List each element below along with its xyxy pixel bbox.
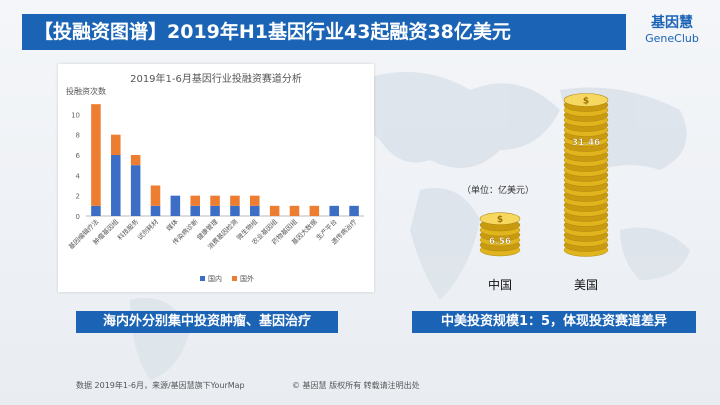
chart-title: 2019年1-6月基因行业投融资赛道分析 [130,72,302,85]
y-tick-label-1: 2 [76,193,80,201]
bar-foreign-6 [210,195,220,206]
legend-swatch-1 [232,276,237,281]
bar-foreign-1 [111,134,121,155]
bar-foreign-8 [250,195,260,206]
x-tick-label-4: 媒体 [164,217,180,233]
x-tick-label-3: 试剂耗材 [135,217,160,242]
investment-scale-coins: $6.56$31.46 [479,93,609,257]
bar-domestic-6 [210,205,220,216]
legend-label-1: 国外 [240,274,254,283]
bar-foreign-3 [150,185,161,206]
bar-domestic-12 [329,205,339,216]
geneclub-logo: 基因慧 GeneClub [636,14,708,50]
coin-stack-1: $31.46 [563,93,609,257]
bar-domestic-13 [349,205,359,216]
coin-dollar-icon-1: $ [583,97,589,107]
y-tick-label-4: 8 [76,132,80,140]
country-label-china: 中国 [487,278,512,292]
title-bar [22,14,626,50]
caption-left: 海内外分别集中投资肿瘤、基因治疗 [76,311,338,333]
coin-value-label-1: 31.46 [572,138,600,148]
track-analysis-bar-chart: 2019年1-6月基因行业投融资赛道分析投融资次数0246810基因编辑疗法肿瘤… [66,72,364,283]
legend-swatch-0 [200,276,205,281]
y-tick-label-3: 6 [76,152,81,160]
bar-domestic-0 [91,205,101,216]
bar-domestic-5 [190,205,200,216]
logo-cn: 基因慧 [651,15,693,31]
bar-domestic-7 [230,205,240,216]
y-tick-label-2: 4 [76,172,81,180]
coin-stack-0: $6.56 [479,212,521,257]
bar-foreign-10 [289,205,300,216]
y-tick-label-0: 0 [76,213,80,221]
country-label-usa: 美国 [573,278,598,292]
caption-right: 中美投资规模1：5，体现投资赛道差异 [412,311,696,333]
bar-foreign-5 [190,195,200,206]
bar-foreign-11 [309,205,320,216]
y-axis-label: 投融资次数 [66,86,106,96]
logo-en: GeneClub [645,32,699,45]
coin-dollar-icon-0: $ [497,215,503,225]
bar-domestic-4 [170,195,181,216]
unit-label: （单位：亿美元） [462,186,535,196]
bar-domestic-2 [130,165,141,216]
bar-domestic-8 [250,205,260,216]
page-title: 【投融资图谱】2019年H1基因行业43起融资38亿美元 [34,21,511,43]
bar-foreign-2 [130,155,141,166]
track-analysis-chart-panel: 2019年1-6月基因行业投融资赛道分析 投融资次数 0 2 4 6 8 10 基因编辑疗法 肿瘤… [58,64,374,292]
bar-domestic-1 [111,155,121,216]
bar-foreign-9 [269,205,280,216]
footer-copyright: © 基因慧 版权所有 转载请注明出处 [292,381,420,390]
coin-value-label-0: 6.56 [489,237,511,247]
bar-foreign-0 [91,104,101,206]
bar-foreign-7 [230,195,240,206]
legend-label-0: 国内 [208,274,222,283]
footer-source: 数据 2019年1-6月，来源/基因慧旗下YourMap [76,381,245,390]
y-tick-label-5: 10 [71,111,80,119]
bar-domestic-3 [150,205,161,216]
